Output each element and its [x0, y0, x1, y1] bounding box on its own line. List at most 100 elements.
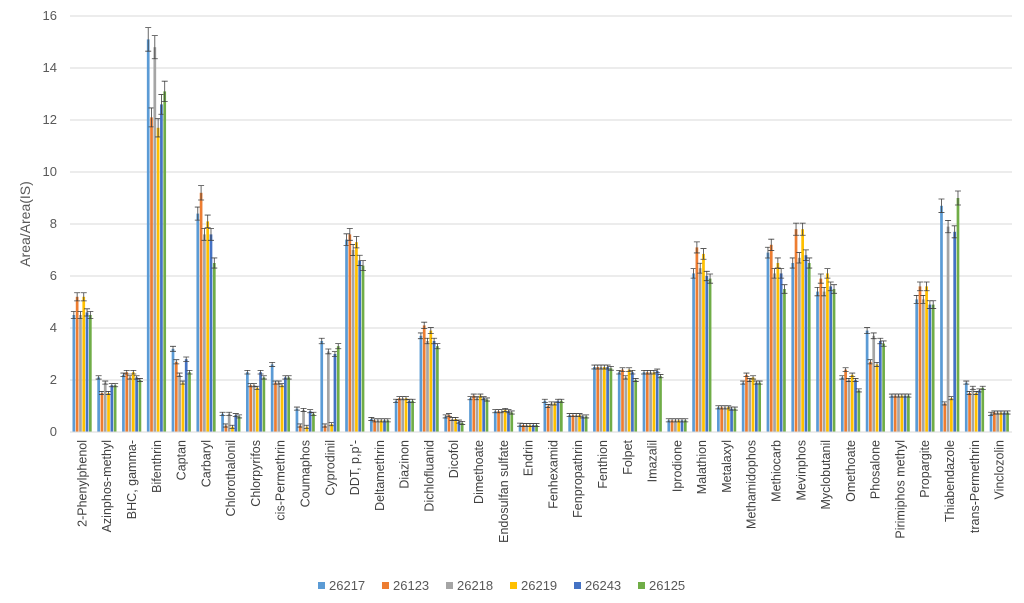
bar-26125 — [138, 380, 142, 432]
category-label: Methamidophos — [745, 440, 759, 529]
error-bar — [979, 385, 986, 390]
error-bar — [774, 257, 781, 269]
error-bar — [293, 406, 300, 411]
category-label: Malathion — [695, 440, 709, 494]
bar-26219 — [82, 296, 86, 432]
bar-26123 — [596, 367, 600, 432]
error-bar — [207, 228, 214, 241]
bar-26219 — [726, 407, 730, 432]
bar-26219 — [677, 420, 681, 432]
bar-26219 — [776, 263, 780, 432]
bar-26123 — [199, 192, 203, 432]
bar-26217 — [865, 330, 869, 432]
bar-26123 — [323, 425, 327, 432]
bar-26219 — [231, 426, 234, 432]
error-bar — [880, 340, 887, 347]
bar-26218 — [649, 372, 652, 432]
bar-26243 — [655, 370, 659, 432]
bar-26217 — [369, 419, 373, 432]
category-label: 2-Phenylphenol — [75, 440, 89, 527]
error-bar — [756, 380, 763, 385]
category-label: trans-Permethrin — [968, 440, 982, 533]
bar-26217 — [989, 413, 993, 432]
bar-26219 — [900, 395, 904, 432]
legend: 26217 26123 26218 26219 26243 26125 — [318, 578, 685, 593]
bar-26243 — [457, 421, 461, 432]
bar-26125 — [559, 400, 563, 432]
bar-26218 — [128, 377, 132, 432]
error-bar — [186, 370, 193, 375]
error-bar — [95, 375, 102, 380]
bar-26125 — [832, 289, 836, 432]
bar-26243 — [1002, 412, 1006, 432]
bar-26125 — [907, 395, 910, 432]
error-bar — [768, 238, 775, 251]
category-label: Fenpropathrin — [571, 440, 585, 518]
error-bar — [626, 367, 633, 372]
legend-label: 26218 — [457, 578, 493, 593]
error-bar — [533, 423, 540, 427]
bar-26243 — [358, 260, 362, 432]
bar-26243 — [928, 304, 932, 432]
error-bar — [824, 268, 831, 279]
bar-26217 — [146, 39, 150, 433]
bar-26217 — [221, 413, 224, 432]
bar-26217 — [642, 372, 646, 432]
bar-26123 — [844, 369, 847, 432]
error-bar — [244, 370, 251, 375]
error-bar — [831, 284, 838, 294]
bar-26219 — [801, 229, 804, 432]
bar-26125 — [807, 263, 811, 432]
bar-26217 — [246, 372, 249, 432]
error-bar — [403, 396, 410, 401]
bar-26217 — [816, 291, 819, 432]
bar-26123 — [298, 425, 302, 432]
bar-26123 — [745, 374, 748, 432]
bar-26217 — [122, 374, 125, 432]
bar-26125 — [287, 377, 291, 432]
bar-26217 — [444, 416, 448, 432]
bar-26218 — [946, 226, 950, 432]
error-bar — [707, 273, 714, 284]
bar-26243 — [755, 382, 758, 432]
legend-swatch-26218 — [446, 582, 453, 589]
bar-26218 — [302, 409, 305, 432]
error-bar — [799, 222, 806, 236]
error-bar — [905, 393, 912, 398]
legend-label: 26123 — [393, 578, 429, 593]
bar-26217 — [345, 239, 348, 432]
error-bar — [80, 292, 87, 302]
bar-26219 — [578, 415, 581, 432]
bar-26217 — [518, 424, 522, 432]
bar-26125 — [609, 368, 613, 432]
bar-26218 — [748, 380, 752, 432]
category-label: Phosalone — [869, 440, 883, 499]
bar-26219 — [528, 424, 532, 432]
error-bar — [219, 411, 226, 416]
bar-26218 — [153, 47, 157, 432]
bar-26123 — [249, 385, 253, 432]
bar-26217 — [617, 372, 621, 432]
bar-26217 — [320, 341, 324, 432]
error-bar — [226, 411, 233, 416]
legend-swatch-26219 — [510, 582, 517, 589]
error-bar — [161, 80, 168, 103]
error-bar — [541, 398, 548, 403]
bar-26243 — [804, 255, 808, 432]
bar-26217 — [72, 315, 76, 432]
category-label: Fenthion — [596, 440, 610, 489]
bar-26125 — [237, 416, 241, 432]
bar-26125 — [733, 408, 737, 432]
bar-26217 — [741, 382, 745, 432]
bar-26217 — [964, 382, 968, 432]
legend-swatch-26243 — [574, 582, 581, 589]
bar-26243 — [383, 420, 386, 432]
legend-swatch-26217 — [318, 582, 325, 589]
error-bar — [250, 383, 257, 388]
bar-26217 — [915, 299, 919, 432]
category-label: Dicofol — [447, 440, 461, 478]
bar-26217 — [940, 205, 943, 432]
bar-26243 — [482, 398, 486, 432]
error-bar — [300, 407, 307, 412]
bar-26125 — [262, 377, 266, 432]
